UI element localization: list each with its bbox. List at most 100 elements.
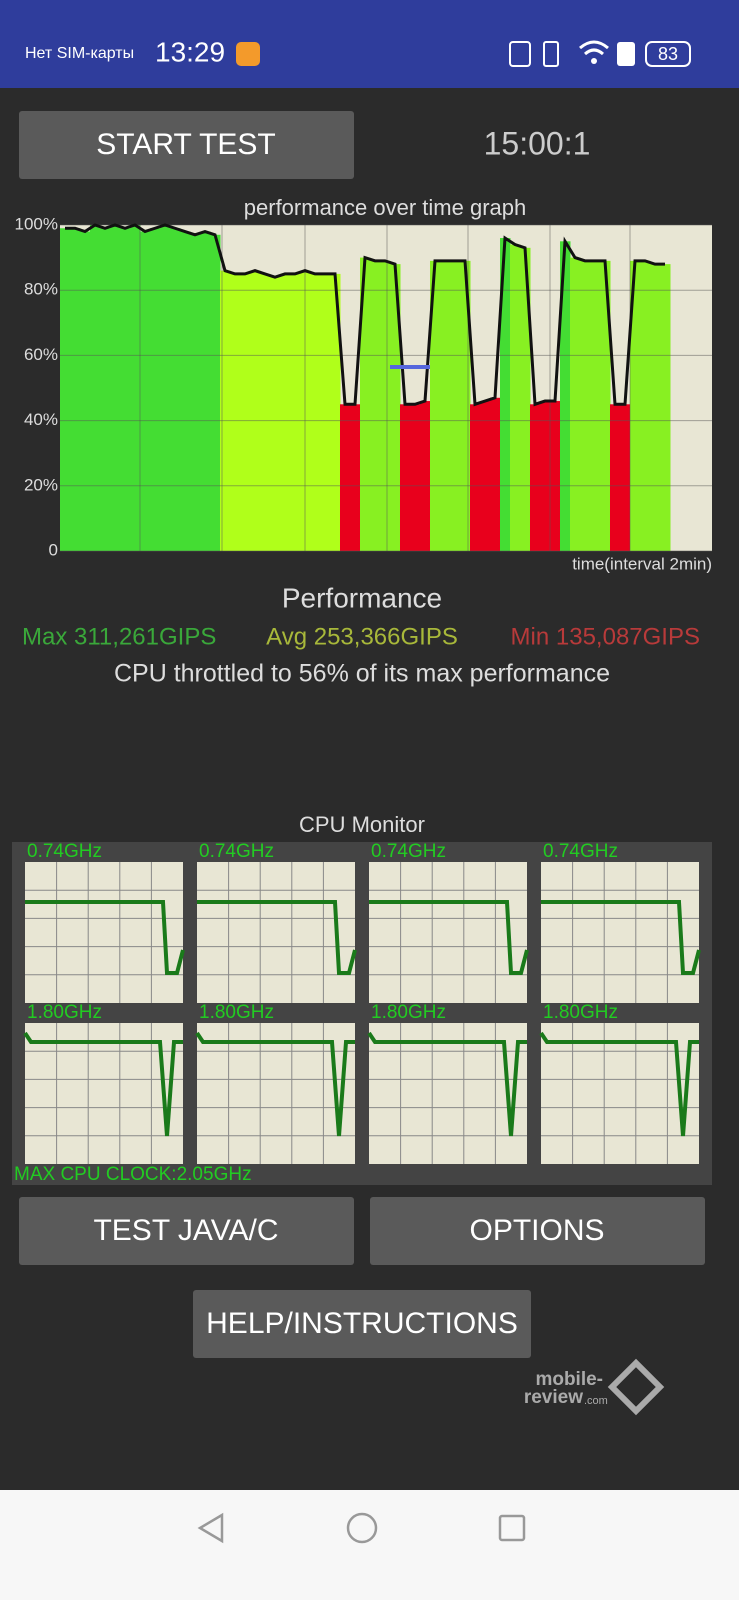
options-button[interactable] (370, 1197, 705, 1265)
nav-recents[interactable] (498, 1514, 526, 1542)
perf-bar (430, 260, 441, 551)
perf-bar (620, 404, 631, 551)
core-graph (541, 1023, 699, 1164)
perf-bar (350, 404, 361, 551)
perf-bar (360, 257, 371, 551)
perf-bar (230, 273, 241, 551)
watermark-suffix: .com (584, 1395, 608, 1407)
perf-bar (490, 397, 501, 551)
perf-bar (170, 228, 181, 551)
perf-bar (500, 238, 511, 552)
perf-bar (290, 273, 301, 551)
clock: 13:29 (155, 36, 225, 67)
core-freq: 1.80GHz (543, 1002, 618, 1023)
perf-bar (320, 273, 331, 551)
core-line (25, 900, 185, 975)
wifi-icon (579, 40, 609, 56)
graph-title: performance over time graph (244, 195, 526, 220)
battery-level: 83 (658, 44, 678, 64)
performance-heading: Performance (282, 582, 442, 613)
perf-bar (470, 404, 481, 551)
nav-back[interactable] (197, 1512, 224, 1544)
graph: 0 20% 40% 60% 80% 100% (15, 214, 712, 559)
help-button-label[interactable]: HELP/INSTRUCTIONS (206, 1307, 518, 1340)
perf-bar (250, 270, 261, 551)
perf-bar (380, 260, 391, 551)
core-line (367, 1031, 527, 1137)
y-tick-label: 0 (49, 540, 58, 559)
nav-home[interactable] (346, 1512, 378, 1544)
perf-bar (340, 404, 351, 551)
perf-bar (530, 404, 541, 551)
perf-bar (140, 231, 151, 551)
vibrate-icon (543, 41, 559, 67)
perf-bar (580, 260, 591, 551)
core-line (195, 1031, 355, 1137)
perf-bar (370, 260, 381, 551)
carrier: Нет SIM-карты (25, 45, 134, 62)
core-freq: 0.74GHz (199, 841, 274, 862)
core-graph (369, 1023, 527, 1164)
core-graph (369, 862, 527, 1003)
core-graph (25, 1023, 183, 1164)
status-bar (0, 0, 739, 88)
perf-bar (420, 401, 431, 551)
perf-bar (660, 264, 671, 551)
perf-bar (100, 228, 111, 551)
y-tick-label: 80% (24, 280, 58, 299)
watermark-logo (607, 1358, 665, 1416)
perf-bar (70, 228, 81, 551)
perf-bar (260, 273, 271, 551)
watermark-line1: mobile- (535, 1369, 603, 1390)
options-button-label[interactable]: OPTIONS (469, 1214, 604, 1247)
nfc-icon (509, 41, 531, 67)
start-button[interactable] (19, 111, 354, 179)
core-line (541, 900, 701, 975)
y-tick-label: 20% (24, 475, 58, 494)
perf-bar (80, 231, 91, 551)
test-button-label[interactable]: TEST JAVA/C (93, 1214, 278, 1247)
test-button[interactable] (19, 1197, 354, 1265)
perf-bar (160, 225, 171, 551)
perf-bar (120, 228, 131, 551)
throttle-summary: CPU throttled to 56% of its max performa… (114, 660, 610, 688)
perf-bar (180, 231, 191, 551)
perf-bar (190, 234, 201, 551)
timer: 15:00:1 (484, 125, 591, 161)
perf-bar (130, 225, 141, 551)
avg-perf: Avg 253,366GIPS (266, 623, 458, 650)
perf-bar (150, 228, 161, 551)
perf-bar (210, 234, 221, 551)
perf-bar (220, 270, 231, 551)
perf-bar (440, 260, 451, 551)
perf-bar (310, 273, 321, 551)
core-freq: 0.74GHz (543, 841, 618, 862)
core-line (369, 900, 529, 975)
min-perf: Min 135,087GIPS (511, 623, 700, 650)
y-tick-label: 40% (24, 410, 58, 429)
perf-bar (570, 257, 581, 551)
help-button[interactable] (193, 1290, 531, 1358)
start-button-label[interactable]: START TEST (96, 128, 276, 161)
perf-bar (240, 273, 251, 551)
wifi-dot (591, 58, 597, 64)
perf-bar (550, 401, 561, 551)
core-line (23, 1031, 183, 1137)
watermark-line2: review (524, 1387, 583, 1408)
cpu-monitor-title: CPU Monitor (299, 812, 425, 837)
y-tick-label: 100% (15, 214, 58, 233)
perf-bar (540, 401, 551, 551)
perf-bar (110, 225, 121, 551)
perf-bar (610, 404, 621, 551)
perf-bar (280, 273, 291, 551)
perf-bar (590, 260, 601, 551)
core-graph (541, 862, 699, 1003)
perf-bar (650, 264, 661, 551)
y-tick-label: 60% (24, 345, 58, 364)
perf-bar (390, 264, 401, 551)
perf-bar (600, 260, 611, 551)
perf-bar (200, 231, 211, 551)
core-line (197, 900, 357, 975)
